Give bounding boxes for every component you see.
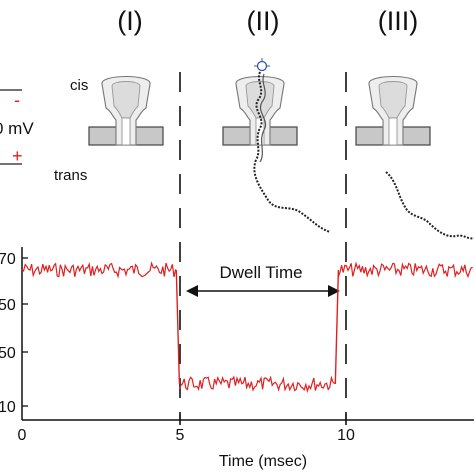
plot-axes xyxy=(21,247,474,421)
trans-label: trans xyxy=(54,167,87,184)
trace-segment-open-pore xyxy=(21,261,177,279)
y-tick-label: 50 xyxy=(0,297,16,314)
x-tick-label: 10 xyxy=(337,427,355,444)
trace-transition xyxy=(334,269,340,385)
dna-strand-stage-3 xyxy=(385,171,474,240)
cis-label: cis xyxy=(70,77,88,94)
y-tick-label: 70 xyxy=(0,251,16,268)
y-tick-label: 50 xyxy=(0,345,16,362)
voltage-label: 0 mV xyxy=(0,119,34,138)
stage-label-3: (III) xyxy=(378,6,419,36)
x-axis-title: Time (msec) xyxy=(219,453,307,470)
trace-transition xyxy=(175,269,181,385)
x-tick-label: 5 xyxy=(176,427,185,444)
pore-stage-1 xyxy=(88,75,164,146)
x-tick-label: 0 xyxy=(18,427,27,444)
current-trace xyxy=(21,261,473,394)
stage-label-2: (II) xyxy=(247,6,280,36)
y-tick-label: 10 xyxy=(0,399,16,416)
minus-sign: - xyxy=(14,90,20,110)
trace-segment-blocked xyxy=(178,375,335,394)
bias-bracket xyxy=(0,89,22,165)
dwell-time-label: Dwell Time xyxy=(219,263,302,282)
dwell-time-arrow xyxy=(186,285,340,297)
dna-strand-stage-2 xyxy=(253,58,331,233)
pore-stage-3 xyxy=(355,75,431,146)
stage-label-1: (I) xyxy=(117,6,142,36)
plus-sign: + xyxy=(12,146,23,166)
trace-segment-open-pore xyxy=(337,261,473,279)
